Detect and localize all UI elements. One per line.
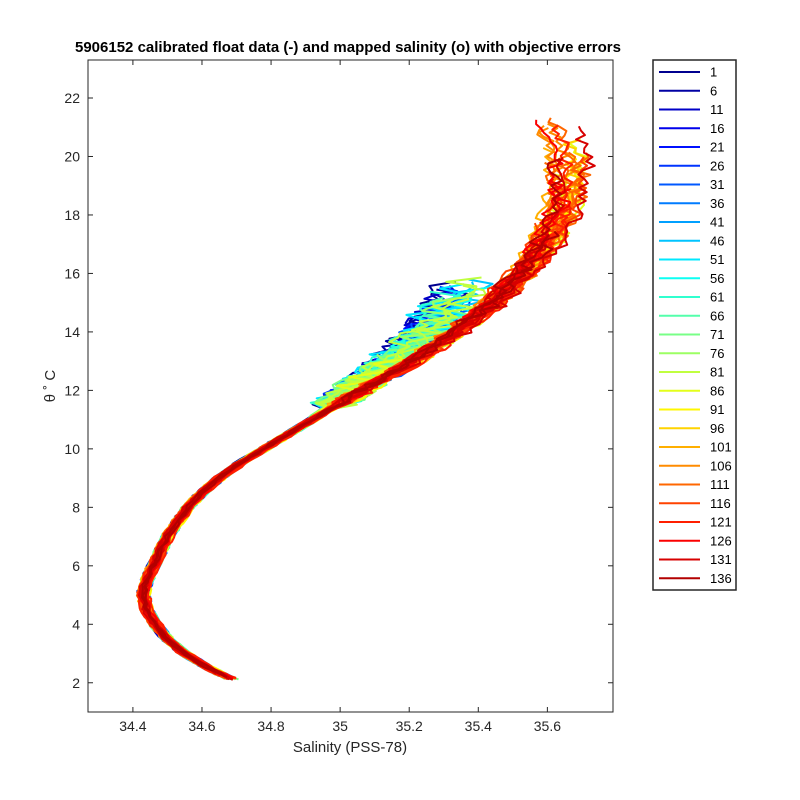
profile-line-100 (140, 199, 575, 680)
profile-line-125 (142, 178, 562, 680)
profile-line-132 (138, 156, 566, 681)
legend-label: 136 (710, 571, 732, 586)
legend-items: 1611162126313641465156616671768186919610… (659, 65, 732, 586)
legend-label: 1 (710, 65, 717, 80)
legend-label: 101 (710, 440, 732, 455)
profile-line-137 (144, 233, 550, 679)
profile-line-86 (137, 138, 589, 680)
legend-label: 121 (710, 515, 732, 530)
y-tick-label: 14 (64, 324, 80, 340)
profile-line-95 (145, 182, 566, 680)
profile-line-102 (143, 259, 548, 678)
plot-area: 34.4 34.6 34.8 35 35.2 35.4 35.6 2 4 6 8 10 12 14 16 1… (64, 59, 614, 734)
profile-line-135 (141, 158, 563, 678)
legend-label: 51 (710, 252, 724, 267)
legend-label: 66 (710, 308, 724, 323)
y-tick-label: 12 (64, 382, 80, 398)
y-tick-label: 10 (64, 441, 80, 457)
profile-line-64 (144, 383, 375, 680)
legend-label: 81 (710, 365, 724, 380)
profile-line-61 (138, 316, 459, 678)
legend-label: 11 (710, 102, 724, 117)
legend-label: 86 (710, 383, 724, 398)
y-tick-label: 6 (72, 558, 80, 574)
x-axis-ticks: 34.4 34.6 34.8 35 35.2 35.4 35.6 (119, 60, 561, 734)
y-axis-ticks: 2 4 6 8 10 12 14 16 18 20 22 (64, 90, 613, 691)
profile-line-88 (142, 173, 568, 676)
legend-label: 61 (710, 290, 724, 305)
legend-label: 6 (710, 83, 717, 98)
x-tick-label: 34.6 (188, 718, 215, 734)
y-tick-label: 8 (72, 499, 80, 515)
legend-label: 71 (710, 327, 724, 342)
x-tick-label: 35 (332, 718, 348, 734)
profile-line-119 (146, 156, 589, 680)
profile-line-98 (136, 139, 586, 676)
profile-line-109 (144, 260, 545, 675)
x-tick-label: 35.6 (534, 718, 561, 734)
legend-label: 41 (710, 215, 724, 230)
profile-line-13 (144, 392, 357, 676)
axes-box (87, 59, 614, 713)
legend-label: 76 (710, 346, 724, 361)
legend-label: 36 (710, 196, 724, 211)
legend-label: 111 (710, 477, 730, 492)
profile-line-18 (145, 389, 371, 677)
y-axis-label: θ ˚ C (42, 370, 59, 403)
legend-label: 91 (710, 402, 724, 417)
profile-line-128 (139, 187, 572, 677)
profile-line-97 (143, 164, 583, 680)
legend-label: 31 (710, 177, 724, 192)
profile-line-130 (143, 125, 596, 680)
y-tick-label: 4 (72, 616, 80, 632)
x-tick-label: 34.8 (257, 718, 284, 734)
y-tick-label: 16 (64, 265, 80, 281)
chart-title: 5906152 calibrated float data (-) and ma… (75, 39, 621, 56)
y-tick-label: 2 (72, 675, 80, 691)
legend-label: 46 (710, 233, 724, 248)
legend-label: 106 (710, 458, 732, 473)
profile-line-11 (146, 372, 397, 677)
x-tick-label: 35.2 (396, 718, 423, 734)
y-tick-label: 18 (64, 207, 80, 223)
y-tick-label: 20 (64, 148, 80, 164)
profile-curves (135, 117, 596, 681)
profile-line-91 (143, 199, 561, 679)
legend-box (652, 59, 737, 591)
profile-line-89 (140, 187, 570, 676)
profile-line-101 (136, 147, 557, 680)
legend-label: 26 (710, 158, 724, 173)
x-tick-label: 34.4 (119, 718, 146, 734)
profile-line-111 (140, 152, 592, 681)
x-axis-label: Salinity (PSS-78) (293, 739, 407, 756)
profile-line-92 (140, 173, 572, 676)
profile-line-134 (140, 253, 536, 681)
x-tick-label: 35.4 (465, 718, 492, 734)
legend-label: 116 (710, 496, 731, 511)
profile-line-90 (147, 154, 582, 678)
profile-line-116 (136, 197, 568, 677)
legend-label: 131 (710, 552, 732, 567)
profile-line-115 (143, 184, 569, 677)
legend-label: 16 (710, 121, 724, 136)
profile-line-117 (136, 222, 538, 681)
legend-label: 56 (710, 271, 724, 286)
legend-label: 21 (710, 140, 724, 155)
legend: 1611162126313641465156616671768186919610… (652, 59, 737, 591)
y-tick-label: 22 (64, 90, 80, 106)
legend-label: 96 (710, 421, 724, 436)
legend-label: 126 (710, 533, 732, 548)
profile-line-112 (144, 161, 564, 677)
profile-line-110 (142, 151, 585, 676)
